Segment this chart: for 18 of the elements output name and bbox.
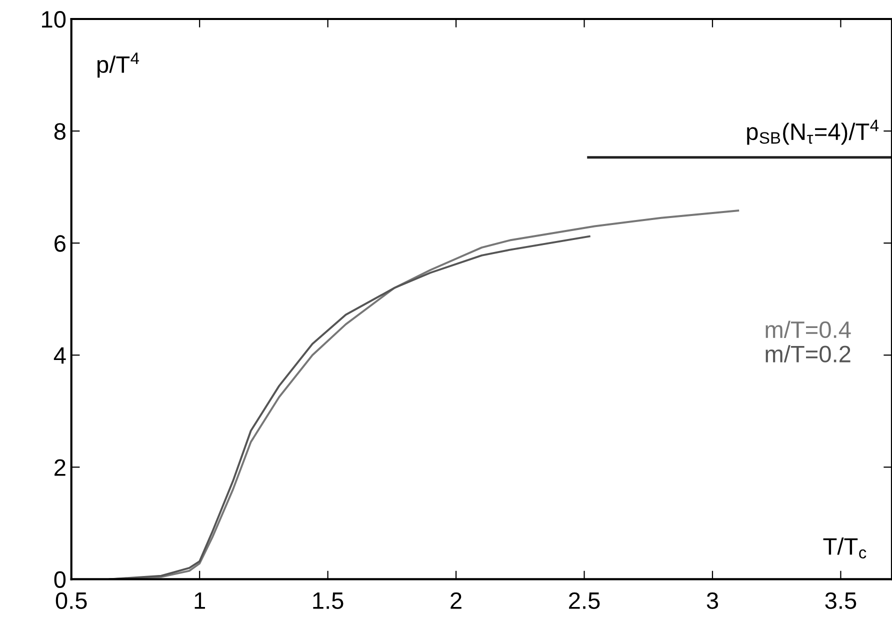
y-tick-label: 4 <box>54 347 66 364</box>
x-tick-label: 3.5 <box>825 592 856 610</box>
y-tick-label: 6 <box>54 235 66 252</box>
x-tick-label: 0.5 <box>56 592 87 610</box>
y-tick-label: 0 <box>54 571 66 588</box>
x-axis-title: T/T$_{c}$ <box>823 537 866 558</box>
text: m/T=0.4 <box>766 320 851 338</box>
y-tick-label: 8 <box>54 123 66 140</box>
x-tick-label: 2.5 <box>569 592 600 610</box>
x-tick-label: 2 <box>450 592 462 609</box>
y-tick-label: 10 <box>42 11 66 28</box>
annotation: p$_{SB}$(N$_{τ}$=4)/T$^{4}$ <box>747 120 879 145</box>
y-axis-title: p/T$^{4}$ <box>98 52 140 78</box>
x-tick-label: 1.5 <box>313 592 344 610</box>
y-tick-label: 2 <box>54 459 66 476</box>
x-tick-label: 3 <box>706 592 718 610</box>
text: m/T=0.2 <box>766 345 850 362</box>
x-tick-label: 1 <box>194 592 205 609</box>
